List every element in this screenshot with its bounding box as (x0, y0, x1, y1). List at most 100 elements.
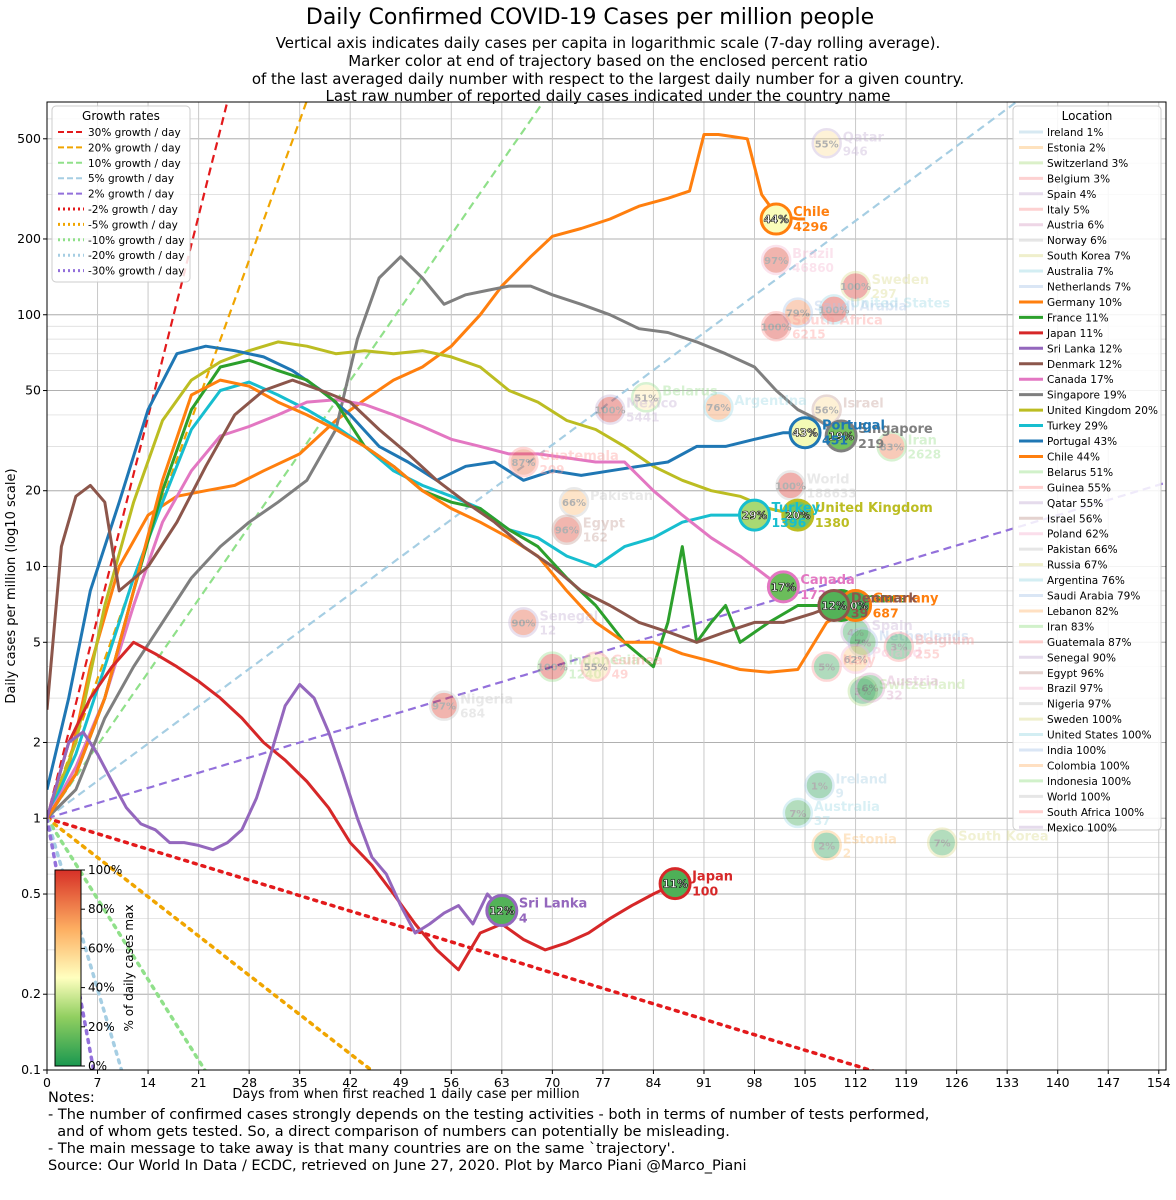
faded-marker-name: Nigeria (460, 693, 513, 708)
faded-country-marker: 100% United States (818, 294, 950, 325)
location-legend: Location Ireland 1% Estonia 2% Switzerland… (1012, 105, 1162, 834)
location-legend-label: Brazil 97% (1047, 683, 1103, 695)
faded-marker-name: Egypt (583, 517, 625, 532)
x-tick-label: 91 (696, 1075, 712, 1090)
faded-marker-value: 209 (539, 463, 564, 477)
x-tick-label: 7 (94, 1075, 102, 1090)
end-marker-percent: 19% (829, 431, 855, 443)
end-marker-value: 39 (851, 605, 868, 620)
faded-marker-circle (811, 651, 842, 682)
faded-marker-circle (760, 311, 792, 342)
faded-marker-circle (847, 627, 879, 658)
x-tick-label: 98 (747, 1075, 763, 1090)
end-marker-circle (788, 416, 822, 450)
y-tick-label: 0.5 (21, 886, 41, 901)
location-legend-label: South Africa 100% (1047, 807, 1144, 819)
faded-marker-circle (804, 770, 835, 801)
location-legend-label: Pakistan 66% (1047, 544, 1118, 556)
faded-marker-value: 49 (612, 668, 629, 682)
growth-legend-label: -10% growth / day (88, 235, 185, 247)
faded-marker-name: Argentina (734, 394, 807, 409)
faded-marker-value: 297 (872, 287, 897, 301)
faded-marker-name: Netherlands (879, 629, 969, 644)
location-legend-title: Location (1062, 109, 1113, 123)
end-marker-value: 219 (858, 436, 884, 451)
faded-marker-name: Spain (872, 619, 913, 634)
growth-line (47, 816, 876, 1070)
faded-marker-circle (760, 244, 792, 276)
colorbar-tick-label: 60% (88, 941, 115, 955)
location-legend-label: Australia 7% (1047, 266, 1113, 278)
growth-legend-label: -30% growth / day (88, 266, 185, 278)
faded-country-marker: 66% Pakistan (558, 486, 653, 518)
location-legend-label: Guatemala 87% (1047, 637, 1132, 649)
x-tick-label: 154 (1147, 1075, 1171, 1090)
faded-marker-name: Brazil (792, 247, 834, 262)
faded-marker-name: Qatar (843, 130, 885, 145)
y-tick-label: 1 (33, 810, 41, 825)
faded-marker-percent: 100% (761, 322, 792, 333)
faded-marker-circle (558, 486, 590, 518)
faded-marker-circle (876, 431, 907, 462)
end-marker-percent: 43% (792, 428, 818, 440)
location-legend-label: Singapore 19% (1047, 390, 1127, 402)
faded-marker-value: 1240 (568, 668, 601, 682)
faded-marker-name: South Korea (958, 830, 1048, 845)
end-marker-name: Germany (873, 591, 939, 606)
chart-subtitle-line-1: Vertical axis indicates daily cases per … (276, 34, 941, 52)
series-line (47, 255, 842, 820)
end-marker-name: Chile (793, 205, 830, 220)
end-marker-name: Sri Lanka (519, 897, 588, 912)
faded-country-marker: 51% Belarus (630, 382, 718, 413)
faded-marker-percent: 100% (775, 481, 806, 492)
faded-marker-name: Estonia (843, 832, 897, 847)
faded-marker-circle (811, 128, 842, 159)
location-legend-label: Netherlands 7% (1047, 282, 1131, 294)
faded-marker-percent: 97% (764, 256, 788, 267)
x-tick-label: 84 (645, 1075, 661, 1090)
end-marker-percent: 11% (663, 879, 689, 891)
growth-rate-legend: Growth rates 30% growth / day 20% growth … (51, 105, 191, 283)
faded-marker-value: 2628 (908, 447, 941, 461)
growth-legend-label: 2% growth / day (88, 189, 174, 201)
faded-marker-circle (537, 651, 568, 682)
faded-marker-percent: 100% (595, 406, 626, 417)
location-legend-label: Nigeria 97% (1047, 699, 1111, 711)
end-marker-percent: 20% (785, 510, 811, 522)
y-tick-label: 10 (25, 559, 41, 574)
faded-country-marker: 56% Israel (811, 394, 884, 425)
faded-marker-value: 9 (835, 786, 843, 800)
x-tick-label: 105 (793, 1075, 817, 1090)
location-legend-label: Sweden 100% (1047, 714, 1122, 726)
end-marker-value: 4296 (793, 219, 828, 234)
faded-marker-circle (775, 470, 806, 501)
end-marker-name: Turkey (771, 501, 820, 516)
faded-marker-value: 684 (460, 707, 485, 721)
x-tick-label: 14 (140, 1075, 156, 1090)
faded-marker-circle (594, 394, 626, 425)
location-legend-label: Estonia 2% (1047, 142, 1106, 154)
faded-marker-circle (811, 394, 842, 425)
location-legend-label: Poland 62% (1047, 529, 1109, 541)
location-legend-label: Russia 67% (1047, 560, 1107, 572)
faded-marker-name: South Africa (792, 313, 883, 328)
faded-country-marker: 76% Argentina (703, 391, 807, 423)
faded-marker-circle (630, 382, 662, 413)
faded-marker-circle (883, 631, 915, 662)
location-legend-label: Denmark 12% (1047, 359, 1122, 371)
location-legend-label: Indonesia 100% (1047, 776, 1131, 788)
location-legend-label: World 100% (1047, 791, 1110, 803)
end-marker-percent: 12% (821, 600, 847, 612)
faded-marker-value: 37 (814, 814, 831, 828)
faded-marker-percent: 76% (706, 403, 730, 414)
growth-legend-label: 20% growth / day (88, 142, 181, 154)
series-line (47, 133, 805, 819)
colorbar-gradient (54, 869, 82, 1067)
faded-marker-circle (854, 672, 886, 703)
